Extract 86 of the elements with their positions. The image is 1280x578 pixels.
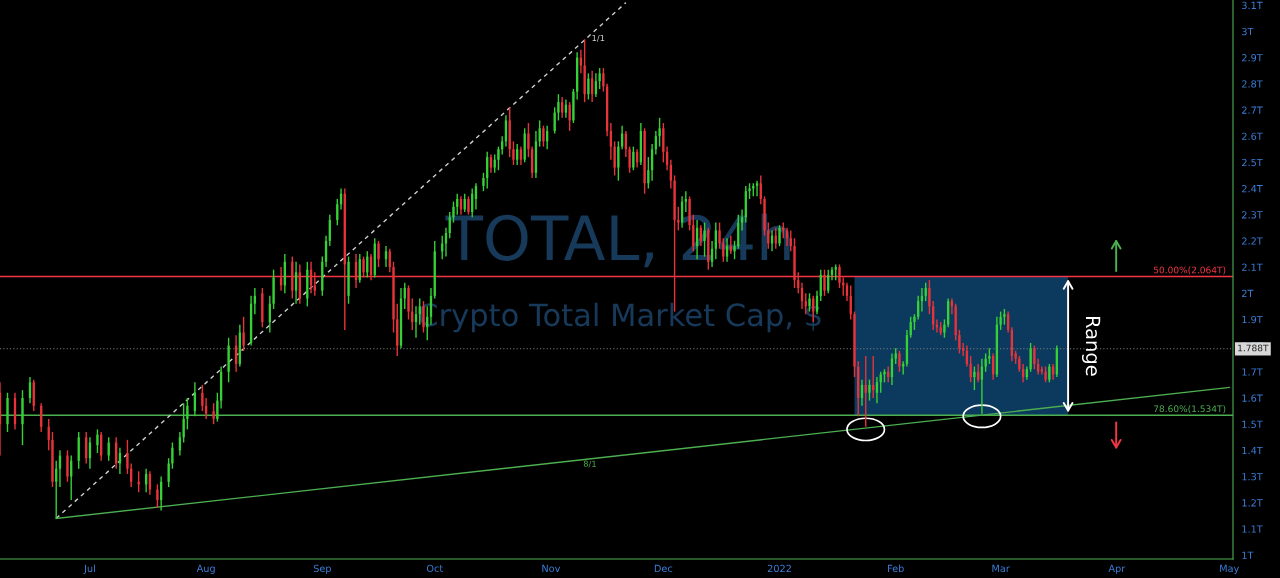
y-tick-label: 1.9T xyxy=(1242,315,1263,324)
y-tick-label: 1.3T xyxy=(1242,473,1263,481)
candlestick xyxy=(212,402,215,425)
y-tick-label: 1T xyxy=(1242,551,1254,559)
candlestick xyxy=(643,127,646,195)
candlestick xyxy=(883,368,886,383)
candlestick xyxy=(489,153,493,174)
candlestick xyxy=(898,350,901,373)
x-tick-label: Apr xyxy=(1108,564,1126,574)
y-tick-label: 2.9T xyxy=(1242,54,1263,62)
y-tick-label: 2.4T xyxy=(1242,184,1263,193)
series-label: 8/1 xyxy=(583,460,596,468)
candlestick xyxy=(845,282,849,302)
candlestick xyxy=(1033,344,1036,370)
y-tick-label: 2.3T xyxy=(1242,211,1263,219)
candlestick xyxy=(482,172,485,192)
ref-line-label: 1.788T xyxy=(1238,344,1269,352)
candlestick xyxy=(755,179,759,198)
candlestick xyxy=(748,182,751,200)
x-tick-label: Feb xyxy=(888,564,904,573)
candlestick xyxy=(516,143,519,166)
y-tick-label: 2.1T xyxy=(1242,263,1263,271)
candlestick xyxy=(186,397,189,431)
y-tick-label: 2.8T xyxy=(1242,80,1263,88)
candlestick xyxy=(1048,363,1051,383)
y-tick-label: 2T xyxy=(1242,289,1254,297)
candlestick xyxy=(1003,308,1006,326)
candlestick xyxy=(684,190,687,213)
candlestick xyxy=(227,337,230,383)
candlestick xyxy=(347,255,350,305)
candlestick xyxy=(107,436,110,462)
candlestick xyxy=(407,284,410,321)
y-tick-label: 2.2T xyxy=(1242,237,1263,245)
y-tick-label: 1.6T xyxy=(1242,394,1263,402)
x-tick-label: Mar xyxy=(992,564,1010,573)
x-tick-label: Oct xyxy=(426,564,443,573)
y-tick-label: 1.1T xyxy=(1242,525,1263,533)
y-tick-label: 2.7T xyxy=(1242,106,1263,114)
candlestick xyxy=(958,329,961,355)
candlestick xyxy=(587,72,590,101)
candlestick xyxy=(512,140,515,166)
y-tick-label: 3T xyxy=(1242,27,1254,36)
candlestick xyxy=(171,441,174,470)
candlestick xyxy=(973,365,976,391)
x-tick-label: Nov xyxy=(542,564,561,573)
candlestick xyxy=(377,240,380,268)
candlestick xyxy=(583,38,586,103)
y-tick-label: 2.5T xyxy=(1242,158,1263,167)
y-tick-label: 2.6T xyxy=(1242,132,1263,140)
candlestick xyxy=(156,483,159,509)
candlestick xyxy=(261,287,264,328)
y-tick-label: 1.4T xyxy=(1242,446,1263,455)
x-tick-label: Sep xyxy=(313,564,331,574)
x-tick-label: 2022 xyxy=(767,564,791,573)
y-tick-label: 1.7T xyxy=(1242,368,1263,376)
y-tick-label: 1.5T xyxy=(1242,420,1263,428)
candlestick xyxy=(21,389,24,446)
x-tick-label: Dec xyxy=(654,564,673,573)
candlestick xyxy=(167,457,170,488)
candlestick xyxy=(853,310,856,378)
candlestick xyxy=(561,96,564,119)
candlestick xyxy=(632,145,635,171)
x-tick-label: Aug xyxy=(196,564,215,574)
x-tick-label: Jul xyxy=(83,564,95,574)
candlestick xyxy=(868,378,871,402)
candlestick xyxy=(497,145,500,171)
candlestick xyxy=(875,376,879,404)
y-tick-label: 1.2T xyxy=(1242,499,1263,507)
candlestick xyxy=(568,101,571,132)
ref-line-label: 50.00%(2.064T) xyxy=(1153,266,1226,275)
candlestick xyxy=(6,392,9,433)
candlestick xyxy=(519,145,523,166)
candlestick xyxy=(96,428,99,454)
candlestick xyxy=(557,93,560,122)
ref-line-label: 78.60%(1.534T) xyxy=(1153,405,1226,414)
series-label: 1/1 xyxy=(592,34,605,42)
candlestick xyxy=(467,195,470,216)
candlestick xyxy=(242,316,245,352)
x-tick-label: May xyxy=(1220,564,1240,574)
candlestick xyxy=(988,347,991,365)
candlestick xyxy=(66,449,69,483)
band-label: Range xyxy=(1081,316,1101,376)
candlestick xyxy=(1044,365,1047,383)
candlestick xyxy=(51,431,54,488)
y-tick-label: 3.1T xyxy=(1242,1,1263,10)
candlestick xyxy=(542,124,545,148)
